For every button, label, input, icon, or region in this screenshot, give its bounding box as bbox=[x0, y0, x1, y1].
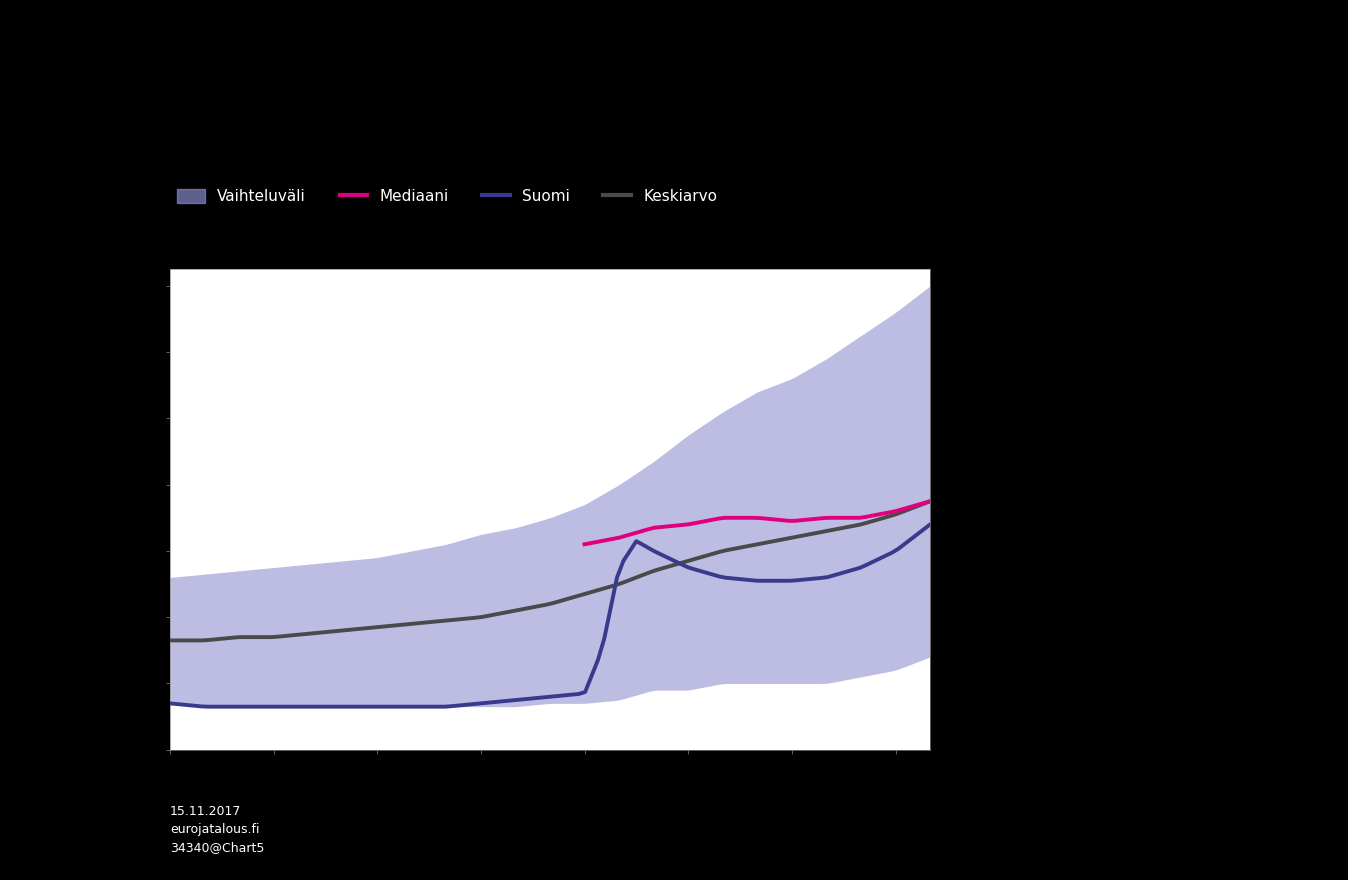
Text: 15.11.2017
eurojatalous.fi
34340@Chart5: 15.11.2017 eurojatalous.fi 34340@Chart5 bbox=[170, 805, 264, 854]
Legend: Vaihteluväli, Mediaani, Suomi, Keskiarvo: Vaihteluväli, Mediaani, Suomi, Keskiarvo bbox=[178, 189, 717, 204]
